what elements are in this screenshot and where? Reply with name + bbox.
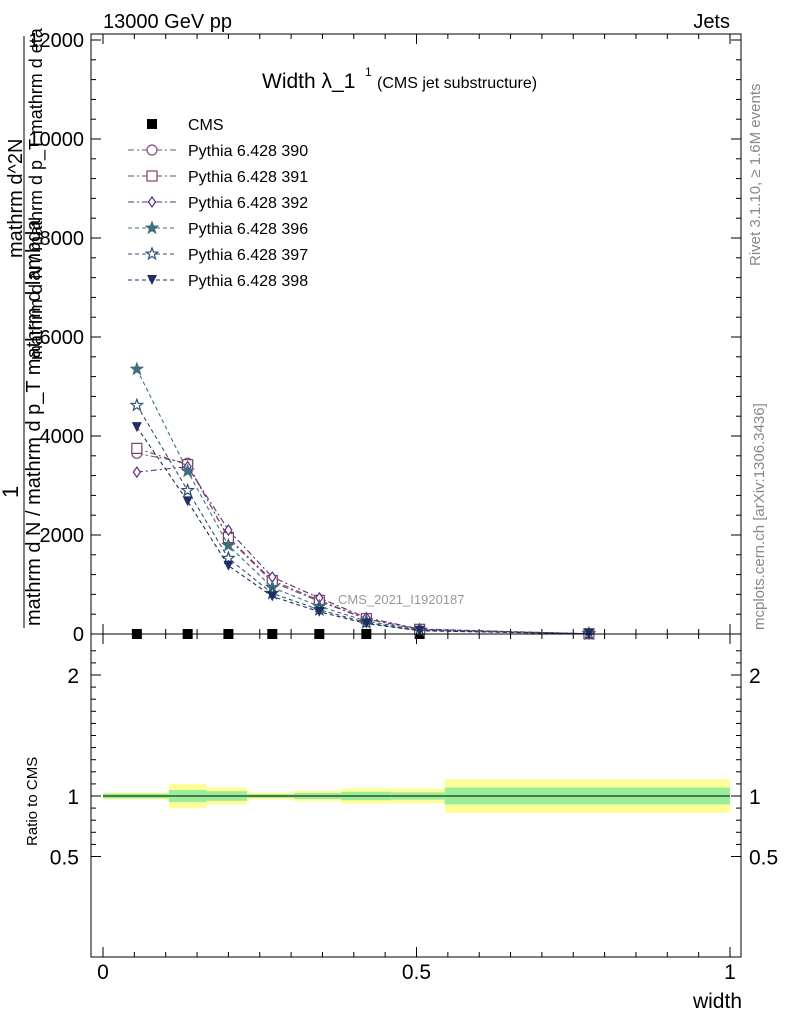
series-3 [132, 460, 594, 640]
legend-entry: Pythia 6.428 397 [128, 246, 308, 264]
svg-text:mathrm d^2N: mathrm d^2N [5, 139, 27, 258]
data-point [414, 625, 425, 636]
data-point [129, 397, 145, 412]
data-point [267, 591, 278, 602]
x-axis-label: width [692, 990, 742, 1013]
y-tick-label: 8000 [40, 228, 85, 250]
ratio-y-tick-label-right: 2 [749, 665, 761, 688]
legend-entry: Pythia 6.428 398 [128, 273, 308, 290]
series-1 [131, 447, 595, 640]
ratio-y-tick-label-right: 1 [749, 786, 761, 809]
main-y-axis-label: mathrm d^2N 1 mathrm d N / mathrm d p_T … [0, 27, 47, 628]
legend-marker [144, 220, 160, 235]
main-panel: 0 2000 4000 6000 8000 10000 12000 [28, 30, 742, 646]
ratio-y-axis-label: Ratio to CMS [24, 757, 41, 846]
svg-text:mathrm d N / mathrm d p_T math: mathrm d N / mathrm d p_T mathrm d eta [26, 27, 47, 360]
legend-label: Pythia 6.428 397 [188, 247, 308, 264]
data-point [223, 560, 234, 571]
series-line [136, 466, 589, 635]
rivet-label: Rivet 3.1.10, ≥ 1.6M events [747, 84, 764, 267]
series-2 [131, 442, 595, 640]
ratio-y-tick-label: 0.5 [50, 847, 79, 870]
data-point [180, 463, 195, 478]
x-tick-label: 1 [724, 961, 736, 984]
chart-title-superscript: 1 [365, 65, 372, 79]
y-tick-label: 10000 [28, 129, 84, 151]
mcplots-label: mcplots.cern.ch [arXiv:1306.3436] [751, 403, 768, 630]
x-tick-label: 0.5 [402, 961, 431, 984]
legend-label: Pythia 6.428 398 [188, 273, 308, 290]
svg-text:mathrm d N / mathrm d p_T math: mathrm d N / mathrm d p_T mathrm d lambd… [23, 219, 45, 626]
y-tick-label: 2000 [40, 525, 85, 547]
legend-marker [146, 144, 158, 156]
data-point [129, 361, 145, 376]
data-point [180, 482, 195, 497]
ratio-y-tick-label: 2 [67, 665, 79, 688]
ratio-y-tick-label: 1 [67, 786, 79, 809]
data-point [132, 466, 142, 479]
svg-text:1: 1 [0, 486, 23, 498]
data-point [361, 618, 372, 629]
y-tick-label: 12000 [28, 30, 84, 52]
legend-entry: Pythia 6.428 390 [128, 143, 308, 160]
legend-label: CMS [188, 117, 224, 134]
legend-entry: Pythia 6.428 392 [128, 195, 308, 212]
collision-label: 13000 GeV pp [103, 11, 232, 33]
data-point [131, 442, 143, 454]
legend-marker [147, 195, 157, 209]
data-point [221, 537, 236, 552]
legend-marker [147, 275, 157, 285]
data-point [314, 606, 325, 617]
data-point [182, 496, 193, 507]
legend: CMS Pythia 6.428 390 Pythia 6.428 391 Pythi… [128, 117, 308, 290]
process-label: Jets [693, 11, 730, 33]
legend-label: Pythia 6.428 391 [188, 169, 308, 186]
legend-marker [146, 170, 158, 182]
data-point [131, 422, 142, 433]
legend-label: Pythia 6.428 392 [188, 195, 308, 212]
y-tick-label: 0 [73, 624, 84, 646]
series-line [136, 368, 589, 635]
chart-title: Width λ_1 [262, 70, 355, 93]
legend-entry: Pythia 6.428 396 [128, 220, 308, 238]
series-6 [131, 422, 594, 639]
ratio-y-tick-label-right: 0.5 [749, 847, 778, 870]
chart-subtitle: (CMS jet substructure) [377, 75, 537, 92]
x-tick-label: 0 [97, 961, 109, 984]
legend-marker [144, 246, 160, 261]
y-tick-label: 4000 [40, 426, 85, 448]
legend-marker [147, 119, 157, 129]
ratio-panel: 0.5 0.5 1 1 2 2 0 0.5 1 [50, 633, 778, 984]
y-tick-label: 6000 [40, 327, 85, 349]
legend-entry: CMS [147, 117, 224, 134]
analysis-watermark: CMS_2021_I1920187 [338, 592, 465, 607]
legend-label: Pythia 6.428 390 [188, 143, 308, 160]
legend-entry: Pythia 6.428 391 [128, 169, 308, 186]
data-point [224, 524, 233, 537]
legend-label: Pythia 6.428 396 [188, 221, 308, 238]
series-line [136, 405, 589, 635]
